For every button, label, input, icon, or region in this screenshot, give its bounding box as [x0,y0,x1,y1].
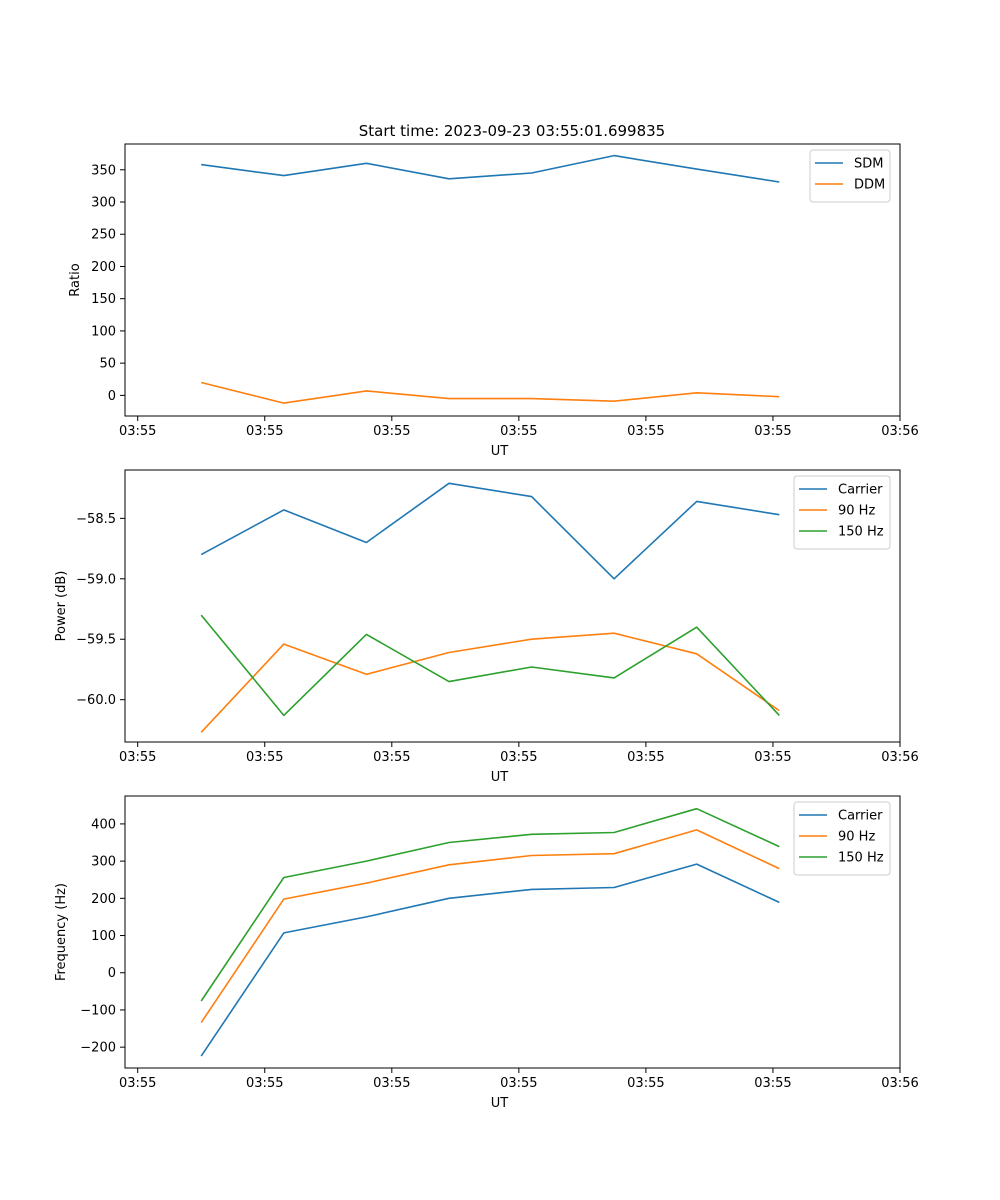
x-tick-label: 03:55 [754,424,791,439]
series-line-90-hz [200,829,780,1024]
y-tick-label: 0 [108,389,116,404]
legend-label: 150 Hz [838,525,884,540]
x-tick-label: 03:55 [754,1076,791,1091]
series-line-150-hz [200,807,780,1002]
y-tick-label: 300 [91,196,116,211]
x-tick-label: 03:55 [246,750,283,765]
x-axis-label: UT [491,1096,509,1111]
x-tick-label: 03:55 [754,750,791,765]
x-tick-label: 03:56 [881,424,918,439]
y-tick-label: −200 [80,1041,116,1056]
chart-panels: 03:55 03:55 03:55 03:55 03:55 03:55 03:56 0 50 10… [54,143,919,1111]
legend-label: Carrier [838,483,883,498]
series-line-carrier [200,863,780,1057]
legend-label: 150 Hz [838,851,884,866]
x-tick-label: 03:55 [500,750,537,765]
figure-title: Start time: 2023-09-23 03:55:01.699835 [359,122,665,140]
x-tick-label: 03:55 [373,424,410,439]
x-tick-label: 03:55 [627,750,664,765]
chart-panel-2: 03:55 03:55 03:55 03:55 03:55 03:55 03:56 −60.0… [54,469,919,785]
y-tick-label: 300 [91,855,116,870]
legend-label: Carrier [838,809,883,824]
legend-label: 90 Hz [838,504,875,519]
x-tick-label: 03:55 [627,424,664,439]
x-tick-label: 03:55 [627,1076,664,1091]
x-tick-label: 03:55 [119,424,156,439]
y-tick-label: 250 [91,228,116,243]
x-axis-label: UT [491,444,509,459]
x-tick-label: 03:55 [119,750,156,765]
series-line-sdm [201,154,780,183]
chart-panel-1: 03:55 03:55 03:55 03:55 03:55 03:55 03:56 0 50 10… [68,143,919,459]
y-axis-label: Frequency (Hz) [54,883,69,981]
x-tick-label: 03:55 [119,1076,156,1091]
legend-label: DDM [854,178,885,193]
y-axis-label: Ratio [68,263,83,296]
x-tick-label: 03:55 [373,750,410,765]
y-tick-label: 350 [91,163,116,178]
y-tick-label: 100 [91,324,116,339]
y-tick-label: 400 [91,817,116,832]
plot-frame [124,795,901,1069]
chart-panel-3: 03:55 03:55 03:55 03:55 03:55 03:55 03:56 −200 −… [54,795,919,1111]
y-tick-label: 0 [108,966,116,981]
series-line-150-hz [200,614,780,717]
y-tick-label: −60.0 [76,693,116,708]
y-axis-label: Power (dB) [54,571,69,642]
x-tick-label: 03:55 [500,1076,537,1091]
x-axis-label: UT [491,770,509,785]
y-tick-label: 100 [91,929,116,944]
x-tick-label: 03:55 [500,424,537,439]
y-tick-label: 150 [91,292,116,307]
x-tick-label: 03:55 [246,1076,283,1091]
series-line-90-hz [200,632,780,733]
legend-label: SDM [854,157,883,172]
plot-frame [124,143,901,417]
legend-label: 90 Hz [838,830,875,845]
y-tick-label: −58.5 [76,512,116,527]
x-tick-label: 03:56 [881,750,918,765]
y-tick-label: −100 [80,1003,116,1018]
y-tick-label: 200 [91,892,116,907]
series-line-carrier [200,482,780,580]
x-tick-label: 03:55 [373,1076,410,1091]
x-tick-label: 03:56 [881,1076,918,1091]
y-tick-label: −59.0 [76,572,116,587]
plot-frame [124,469,901,743]
y-tick-label: −59.5 [76,633,116,648]
series-line-ddm [201,381,780,404]
y-tick-label: 50 [99,357,116,372]
x-tick-label: 03:55 [246,424,283,439]
y-tick-label: 200 [91,260,116,275]
